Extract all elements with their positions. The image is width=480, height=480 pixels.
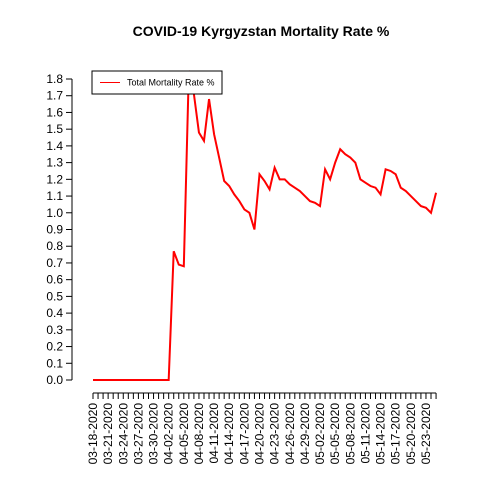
- x-tick-label: 04-20-2020: [252, 403, 266, 465]
- x-tick-label: 04-23-2020: [268, 403, 282, 465]
- x-tick-label: 04-26-2020: [283, 403, 297, 465]
- x-tick-label: 05-08-2020: [343, 403, 357, 465]
- y-tick-label: 0.8: [46, 239, 63, 253]
- x-tick-label: 04-17-2020: [237, 403, 251, 465]
- x-tick-label: 03-21-2020: [101, 403, 115, 465]
- y-tick-label: 1.8: [46, 72, 63, 86]
- x-tick-label: 04-11-2020: [207, 403, 221, 464]
- y-tick-label: 0.2: [46, 340, 63, 354]
- y-tick-label: 0.9: [46, 223, 63, 237]
- y-tick-label: 1.7: [46, 89, 63, 103]
- x-tick-label: 04-05-2020: [177, 403, 191, 465]
- y-tick-label: 1.5: [46, 122, 63, 136]
- y-tick-label: 1.6: [46, 105, 63, 119]
- y-tick-label: 1.1: [46, 189, 63, 203]
- y-tick-label: 0.5: [46, 289, 63, 303]
- x-tick-label: 03-18-2020: [86, 403, 100, 465]
- y-tick-label: 0.3: [46, 323, 63, 337]
- x-tick-label: 05-02-2020: [313, 403, 327, 465]
- x-tick-label: 04-02-2020: [162, 403, 176, 465]
- data-line: [93, 70, 438, 381]
- y-tick-label: 1.0: [46, 206, 63, 220]
- y-tick-label: 1.4: [46, 139, 63, 153]
- chart-title: COVID-19 Kyrgyzstan Mortality Rate %: [133, 23, 390, 39]
- y-tick-label: 0.4: [46, 306, 63, 320]
- x-tick-label: 04-29-2020: [298, 403, 312, 465]
- y-tick-label: 0.7: [46, 256, 63, 270]
- y-tick-label: 1.2: [46, 172, 63, 186]
- x-tick-label: 03-30-2020: [147, 403, 161, 465]
- x-tick-label: 05-11-2020: [358, 403, 372, 464]
- x-tick-label: 05-17-2020: [389, 403, 403, 465]
- x-tick-label: 03-27-2020: [131, 403, 145, 465]
- y-tick-label: 1.3: [46, 156, 63, 170]
- x-tick-label: 04-08-2020: [192, 403, 206, 465]
- y-tick-label: 0.6: [46, 273, 63, 287]
- x-tick-label: 05-23-2020: [419, 403, 433, 465]
- x-tick-label: 05-05-2020: [328, 403, 342, 465]
- x-tick-label: 05-20-2020: [404, 403, 418, 465]
- x-tick-label: 04-14-2020: [222, 403, 236, 465]
- y-tick-label: 0.1: [46, 356, 63, 370]
- legend-label: Total Mortality Rate %: [127, 78, 215, 88]
- x-tick-label: 03-24-2020: [116, 403, 130, 465]
- y-tick-label: 0.0: [46, 373, 63, 387]
- x-tick-label: 05-14-2020: [374, 403, 388, 465]
- legend-box: [91, 70, 223, 95]
